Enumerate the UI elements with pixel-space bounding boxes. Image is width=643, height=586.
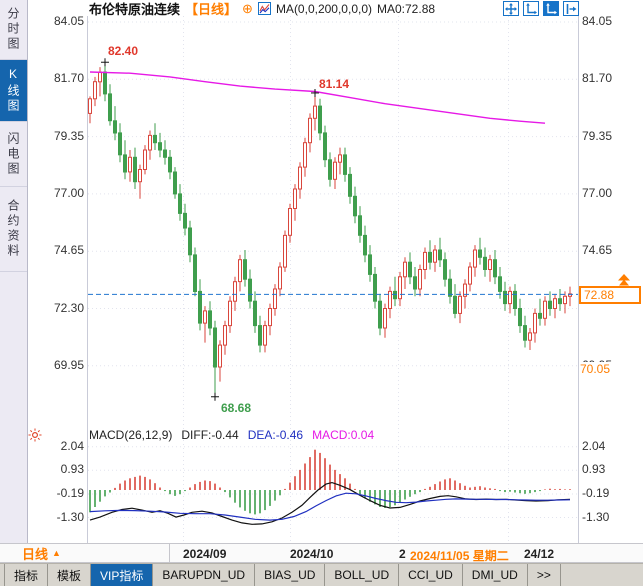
ma-settings-text: MA(0,0,200,0,0,0) bbox=[275, 1, 372, 16]
crosshair-glyph bbox=[505, 2, 517, 15]
low-price-label: 70.05 bbox=[580, 362, 624, 377]
tab-dmi-ud[interactable]: DMI_UD bbox=[463, 564, 528, 586]
add-indicator-icon[interactable]: ⊕ bbox=[242, 1, 253, 16]
tab-barupdn-ud[interactable]: BARUPDN_UD bbox=[153, 564, 256, 586]
date-tick: 2024/10 bbox=[290, 547, 334, 561]
zoom-axes-icon[interactable] bbox=[523, 1, 539, 16]
sidebar: 分时图 K线图 闪电图 合约资料 bbox=[0, 0, 28, 543]
macd-params-label: MACD(26,12,9) bbox=[89, 428, 173, 442]
tab-vip-indicators[interactable]: VIP指标 bbox=[91, 564, 154, 586]
sidebar-item-label: 闪电图 bbox=[6, 131, 20, 177]
tab-templates[interactable]: 模板 bbox=[48, 564, 92, 586]
tab-bias-ud[interactable]: BIAS_UD bbox=[255, 564, 326, 586]
sidebar-item-timeshare-chart[interactable]: 分时图 bbox=[0, 0, 27, 60]
period-tag: 【日线】 bbox=[185, 2, 238, 17]
scale-axes-icon[interactable] bbox=[543, 1, 559, 16]
crosshair-move-icon[interactable] bbox=[503, 1, 519, 16]
arrow-bar-glyph bbox=[566, 3, 577, 14]
macd-dea-value: DEA:-0.46 bbox=[247, 428, 304, 442]
tab-cci-ud[interactable]: CCI_UD bbox=[399, 564, 463, 586]
sidebar-item-kline-chart[interactable]: K线图 bbox=[0, 60, 27, 122]
sidebar-item-label: 合约资料 bbox=[6, 199, 20, 259]
main-plot-area[interactable] bbox=[88, 16, 578, 427]
price-up-arrow-marker bbox=[618, 274, 630, 286]
axes-glyph bbox=[526, 2, 537, 14]
sidebar-item-lightning-chart[interactable]: 闪电图 bbox=[0, 122, 27, 187]
pan-right-icon[interactable] bbox=[563, 1, 579, 16]
time-axis-row: 日线 ▲ 2024/11/05 星期二 2024/09 2024/10 2 24/12 bbox=[0, 543, 643, 563]
macd-plot-area[interactable] bbox=[88, 427, 578, 543]
date-tick: 24/12 bbox=[524, 547, 555, 561]
date-tick: 2 bbox=[399, 547, 406, 561]
period-selector[interactable]: 日线 ▲ bbox=[0, 544, 170, 562]
ma-value-text: MA0:72.88 bbox=[377, 1, 436, 16]
symbol-name: 布伦特原油连续 bbox=[89, 2, 181, 17]
chart-toolbar bbox=[503, 1, 579, 16]
tab-indicators[interactable]: 指标 bbox=[4, 564, 49, 586]
tab-more-indicators[interactable]: >> bbox=[528, 564, 561, 586]
sidebar-item-label: K线图 bbox=[6, 67, 20, 114]
crosshair-date-label: 2024/11/05 星期二 bbox=[410, 549, 509, 563]
sidebar-item-contract-info[interactable]: 合约资料 bbox=[0, 187, 27, 272]
macd-header: MACD(26,12,9) DIFF:-0.44 DEA:-0.46 MACD:… bbox=[89, 428, 374, 442]
last-price-box: 72.88 bbox=[579, 286, 641, 304]
sidebar-item-label: 分时图 bbox=[6, 7, 20, 52]
chart-header: 布伦特原油连续 【日线】 ⊕ MA(0,0,200,0,0,0) MA0:72.… bbox=[89, 1, 436, 18]
tab-boll-ud[interactable]: BOLL_UD bbox=[325, 564, 400, 586]
date-tick: 2024/09 bbox=[183, 547, 227, 561]
line-chart-icon[interactable] bbox=[257, 2, 271, 15]
chevron-up-icon: ▲ bbox=[52, 548, 61, 558]
macd-macd-value: MACD:0.04 bbox=[312, 428, 375, 442]
period-label: 日线 bbox=[22, 546, 49, 562]
indicator-settings-icon[interactable] bbox=[28, 428, 42, 442]
axes-glyph-inverse bbox=[546, 2, 557, 14]
macd-diff-value: DIFF:-0.44 bbox=[181, 428, 239, 442]
indicator-tab-bar: 指标 模板 VIP指标 BARUPDN_UD BIAS_UD BOLL_UD C… bbox=[0, 563, 643, 586]
